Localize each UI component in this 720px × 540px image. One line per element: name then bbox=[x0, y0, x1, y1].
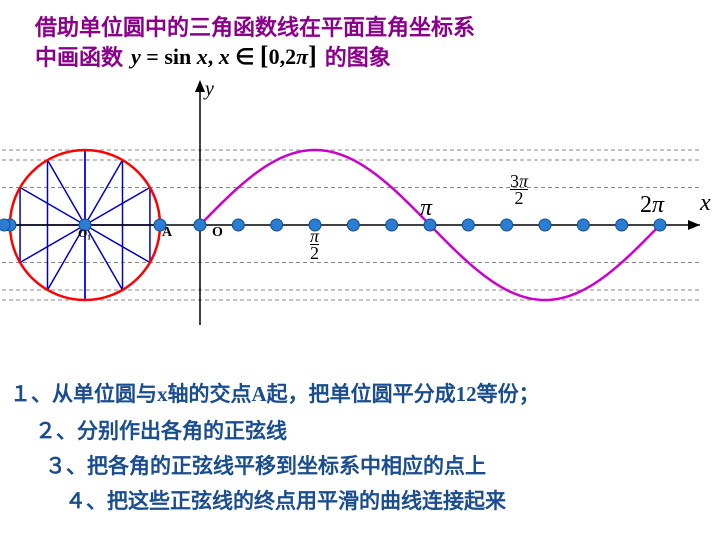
title-line1: 借助单位圆中的三角函数线在平面直角坐标系 bbox=[35, 10, 475, 42]
sine-diagram bbox=[0, 75, 720, 355]
step-4: ４、把这些正弦线的终点用平滑的曲线连接起来 bbox=[65, 485, 506, 515]
step-1: １、从单位圆与x轴的交点A起，把单位圆平分成12等份； bbox=[10, 378, 540, 408]
formula-range: 0,2 bbox=[269, 44, 297, 69]
title-text-1: 借助单位圆中的三角函数线在平面直角坐标系 bbox=[35, 15, 475, 40]
y-axis-label: y bbox=[205, 78, 214, 101]
o1-label: O₁ bbox=[78, 226, 91, 241]
tick-3pi2-den: 2 bbox=[510, 190, 528, 206]
tick-pi-2-den: 2 bbox=[310, 245, 319, 261]
origin-label: O bbox=[212, 225, 223, 241]
formula-in: ∈ bbox=[235, 44, 254, 69]
a-label: A bbox=[162, 225, 172, 241]
formula: y = sin x, x ∈ [0,2π] bbox=[131, 41, 317, 71]
tick-pi: π bbox=[420, 195, 432, 222]
title-text-2b: 的图象 bbox=[325, 40, 391, 72]
tick-2pi: 2π bbox=[640, 192, 664, 219]
tick-pi-2: π 2 bbox=[310, 228, 319, 261]
formula-comma: , bbox=[208, 44, 214, 69]
tick-3pi-2: 3π 2 bbox=[510, 173, 528, 206]
formula-bl: [ bbox=[260, 41, 269, 70]
formula-eq: = sin bbox=[146, 44, 191, 69]
step-2: ２、分别作出各角的正弦线 bbox=[35, 415, 287, 445]
formula-pi: π bbox=[296, 44, 308, 69]
formula-x: x bbox=[197, 44, 208, 69]
formula-y: y bbox=[131, 44, 141, 69]
root: 借助单位圆中的三角函数线在平面直角坐标系 中画函数 y = sin x, x ∈… bbox=[0, 0, 720, 540]
tick-2pi-pi: π bbox=[652, 192, 664, 218]
formula-br: ] bbox=[308, 41, 317, 70]
x-axis-label: x bbox=[700, 190, 711, 217]
title-text-2a: 中画函数 bbox=[35, 40, 123, 72]
formula-x2: x bbox=[219, 44, 230, 69]
tick-2pi-2: 2 bbox=[640, 192, 652, 218]
title-line2: 中画函数 y = sin x, x ∈ [0,2π] 的图象 bbox=[35, 40, 391, 72]
step-3: ３、把各角的正弦线平移到坐标系中相应的点上 bbox=[45, 450, 486, 480]
